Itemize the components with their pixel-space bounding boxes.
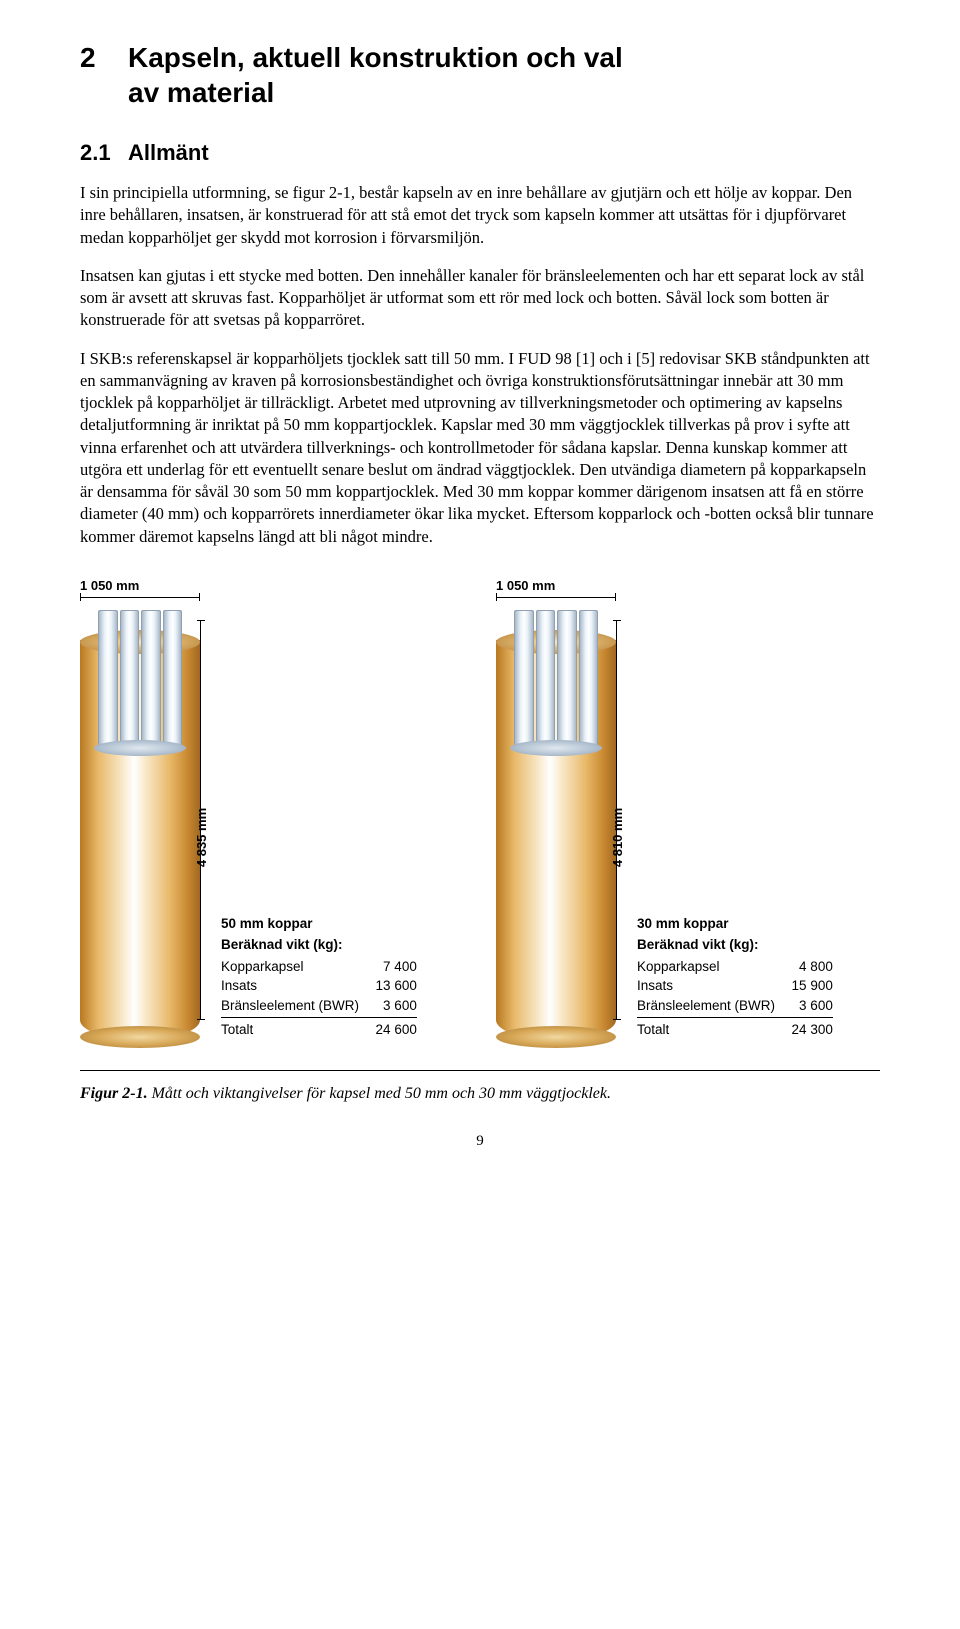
fuel-rod [579,610,599,750]
fuel-rod [514,610,534,750]
weight-label: Insats [221,976,257,996]
chapter-number: 2 [80,40,128,75]
caption-text: Mått och viktangivelser för kapsel med 5… [148,1085,611,1102]
capsule-container-right: 4 810 mm 30 mm koppar Beräknad vikt (kg)… [496,600,880,1040]
fuel-rod [163,610,183,750]
fuel-rod [557,610,577,750]
section-title: Allmänt [128,140,209,165]
fuel-rod [120,610,140,750]
weight-total-row: Totalt 24 300 [637,1017,833,1040]
fuel-rod [98,610,118,750]
paragraph-2: Insatsen kan gjutas i ett stycke med bot… [80,265,880,332]
figures-row: 1 050 mm [80,578,880,1040]
capsule-bottom-right [496,1026,616,1048]
caption-label: Figur 2-1. [80,1085,148,1102]
weight-total-label: Totalt [221,1020,253,1040]
weight-total-value: 24 300 [792,1020,833,1040]
height-label-right: 4 810 mm [610,808,625,867]
figure-caption: Figur 2-1. Mått och viktangivelser för k… [80,1070,880,1103]
section-heading: 2.1Allmänt [80,140,880,166]
weight-value: 7 400 [383,957,417,977]
width-label-right: 1 050 mm [496,578,880,593]
weight-table-left: 50 mm koppar Beräknad vikt (kg): Koppark… [221,914,417,1040]
width-dim-line-left [80,597,200,598]
fuel-base-left [94,740,186,756]
figure-left: 1 050 mm [80,578,464,1040]
section-number: 2.1 [80,140,128,166]
paragraph-1: I sin principiella utformning, se figur … [80,182,880,249]
capsule-bottom-left [80,1026,200,1048]
weight-value: 4 800 [799,957,833,977]
fuel-base-right [510,740,602,756]
weight-row: Insats 13 600 [221,976,417,996]
weight-label: Insats [637,976,673,996]
figure-right: 1 050 mm [496,578,880,1040]
width-label-left: 1 050 mm [80,578,464,593]
capsule-right [496,600,616,1040]
capsule-container-left: 4 835 mm 50 mm koppar Beräknad vikt (kg)… [80,600,464,1040]
weight-label: Kopparkapsel [221,957,304,977]
chapter-heading: 2Kapseln, aktuell konstruktion och val a… [80,40,880,110]
capsule-left [80,600,200,1040]
chapter-title-line2: av material [128,77,274,108]
fuel-bundle-left [98,610,182,750]
width-dim-line-right [496,597,616,598]
weight-row: Insats 15 900 [637,976,833,996]
height-dim-left: 4 835 mm [200,600,201,1040]
height-dim-right: 4 810 mm [616,600,617,1040]
weight-value: 3 600 [799,996,833,1016]
weight-label: Bränsleelement (BWR) [221,996,359,1016]
weight-row: Bränsleelement (BWR) 3 600 [637,996,833,1016]
capsule-wrap-left: 4 835 mm [80,600,201,1040]
chapter-title-line1: Kapseln, aktuell konstruktion och val [128,42,623,73]
weight-table-right: 30 mm koppar Beräknad vikt (kg): Koppark… [637,914,833,1040]
copper-title-left: 50 mm koppar [221,914,417,934]
page-number: 9 [80,1133,880,1150]
fuel-rod [536,610,556,750]
weight-total-row: Totalt 24 600 [221,1017,417,1040]
document-page: 2Kapseln, aktuell konstruktion och val a… [0,0,960,1190]
weight-label: Kopparkapsel [637,957,720,977]
weight-subtitle-right: Beräknad vikt (kg): [637,935,833,955]
copper-title-right: 30 mm koppar [637,914,833,934]
weight-row: Kopparkapsel 4 800 [637,957,833,977]
paragraph-3: I SKB:s referenskapsel är kopparhöljets … [80,348,880,548]
weight-row: Bränsleelement (BWR) 3 600 [221,996,417,1016]
fuel-insert-right [514,600,598,750]
fuel-bundle-right [514,610,598,750]
fuel-rod [141,610,161,750]
weight-row: Kopparkapsel 7 400 [221,957,417,977]
fuel-insert-left [98,600,182,750]
capsule-wrap-right: 4 810 mm [496,600,617,1040]
weight-total-label: Totalt [637,1020,669,1040]
weight-label: Bränsleelement (BWR) [637,996,775,1016]
weight-value: 15 900 [792,976,833,996]
height-label-left: 4 835 mm [194,808,209,867]
weight-subtitle-left: Beräknad vikt (kg): [221,935,417,955]
weight-total-value: 24 600 [376,1020,417,1040]
weight-value: 13 600 [376,976,417,996]
weight-value: 3 600 [383,996,417,1016]
